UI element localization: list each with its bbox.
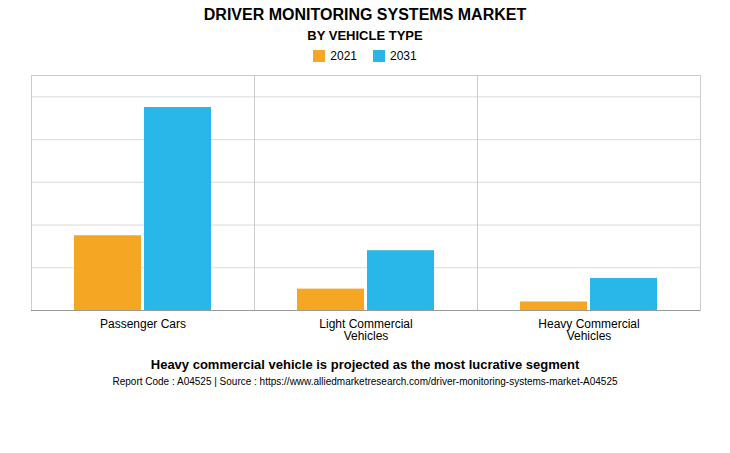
svg-text:Light CommercialVehicles: Light CommercialVehicles (319, 317, 412, 343)
html-text:2021: 2021 (330, 49, 357, 63)
html-text:Heavy commercial vehicle is pr: Heavy commercial vehicle is projected as… (150, 357, 580, 372)
svg-text:Heavy CommercialVehicles: Heavy CommercialVehicles (538, 317, 639, 343)
html-text:2031: 2031 (390, 49, 417, 63)
html-text:DRIVER MONITORING SYSTEMS MARK: DRIVER MONITORING SYSTEMS MARKET (203, 6, 527, 23)
html-text:Report Code : A04525 | Source: Report Code : A04525 | Source : https://… (112, 376, 618, 387)
html-text:BY VEHICLE TYPE: BY VEHICLE TYPE (307, 28, 423, 43)
svg-text:Passenger Cars: Passenger Cars (100, 317, 186, 331)
